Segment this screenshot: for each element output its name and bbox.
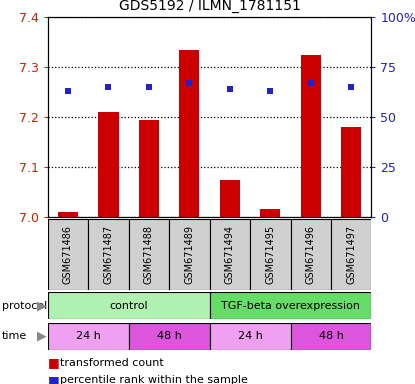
Bar bbox=[179, 50, 200, 217]
Text: percentile rank within the sample: percentile rank within the sample bbox=[60, 375, 248, 384]
Bar bbox=[210, 323, 290, 350]
Bar bbox=[341, 127, 361, 217]
Bar bbox=[48, 323, 129, 350]
Text: GSM671488: GSM671488 bbox=[144, 225, 154, 284]
Text: GSM671496: GSM671496 bbox=[306, 225, 316, 284]
Bar bbox=[290, 219, 331, 290]
Bar bbox=[129, 323, 210, 350]
Text: GSM671495: GSM671495 bbox=[265, 225, 275, 284]
Bar bbox=[129, 219, 169, 290]
Text: 48 h: 48 h bbox=[319, 331, 343, 341]
Text: 24 h: 24 h bbox=[238, 331, 262, 341]
Text: protocol: protocol bbox=[2, 301, 47, 311]
Bar bbox=[250, 219, 290, 290]
Text: GSM671494: GSM671494 bbox=[225, 225, 235, 284]
Bar bbox=[169, 219, 210, 290]
Text: GSM671487: GSM671487 bbox=[103, 225, 113, 284]
Bar bbox=[331, 219, 371, 290]
Text: ■: ■ bbox=[48, 374, 59, 384]
Text: control: control bbox=[109, 301, 148, 311]
Title: GDS5192 / ILMN_1781151: GDS5192 / ILMN_1781151 bbox=[119, 0, 300, 13]
Bar bbox=[210, 292, 371, 319]
Text: ▶: ▶ bbox=[37, 299, 46, 312]
Text: 48 h: 48 h bbox=[157, 331, 181, 341]
Bar bbox=[300, 55, 321, 217]
Bar bbox=[98, 112, 119, 217]
Text: TGF-beta overexpression: TGF-beta overexpression bbox=[221, 301, 360, 311]
Text: 24 h: 24 h bbox=[76, 331, 100, 341]
Text: transformed count: transformed count bbox=[60, 358, 164, 368]
Bar bbox=[210, 219, 250, 290]
Bar bbox=[290, 323, 371, 350]
Bar bbox=[139, 120, 159, 217]
Text: GSM671489: GSM671489 bbox=[184, 225, 194, 284]
Bar bbox=[48, 292, 210, 319]
Text: GSM671486: GSM671486 bbox=[63, 225, 73, 284]
Text: GSM671497: GSM671497 bbox=[346, 225, 356, 284]
Bar bbox=[88, 219, 129, 290]
Text: ■: ■ bbox=[48, 356, 59, 369]
Text: time: time bbox=[2, 331, 27, 341]
Bar bbox=[58, 212, 78, 217]
Bar bbox=[48, 219, 88, 290]
Bar bbox=[260, 210, 281, 217]
Text: ▶: ▶ bbox=[37, 330, 46, 343]
Bar bbox=[220, 180, 240, 217]
